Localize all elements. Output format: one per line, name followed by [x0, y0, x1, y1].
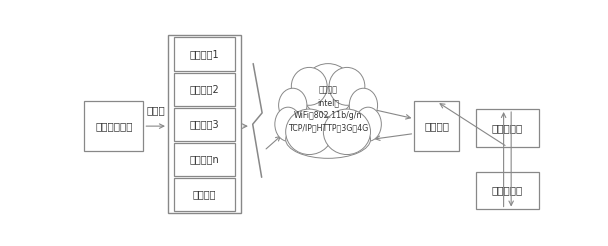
Text: 智能设备: 智能设备 [193, 189, 216, 200]
Ellipse shape [286, 121, 370, 158]
Text: 客户终灃3: 客户终灃3 [190, 119, 219, 129]
FancyBboxPatch shape [173, 178, 235, 211]
Text: 二维码: 二维码 [147, 105, 165, 115]
Text: 客户终灃n: 客户终灃n [190, 154, 219, 164]
Text: 订票系统: 订票系统 [424, 121, 449, 131]
FancyBboxPatch shape [414, 102, 459, 151]
FancyBboxPatch shape [85, 102, 143, 151]
Ellipse shape [329, 67, 365, 105]
FancyBboxPatch shape [173, 37, 235, 71]
FancyBboxPatch shape [475, 109, 539, 147]
Text: 票务服务器: 票务服务器 [492, 123, 523, 133]
FancyBboxPatch shape [173, 143, 235, 176]
Ellipse shape [302, 64, 354, 117]
FancyBboxPatch shape [173, 108, 235, 141]
Text: 通信模块
intel网
WiFi　802.11b/g/n
TCP/IP、HTTP、3G、4G: 通信模块 intel网 WiFi 802.11b/g/n TCP/IP、HTTP… [288, 86, 368, 132]
Ellipse shape [349, 88, 378, 122]
Text: 客户终灃2: 客户终灃2 [190, 84, 219, 94]
Text: 客户终灃1: 客户终灃1 [190, 49, 219, 59]
FancyBboxPatch shape [173, 73, 235, 106]
Text: 身份证数据库: 身份证数据库 [95, 121, 133, 131]
Ellipse shape [275, 107, 301, 141]
Ellipse shape [286, 109, 333, 154]
FancyBboxPatch shape [168, 35, 241, 213]
Ellipse shape [291, 67, 327, 105]
Ellipse shape [278, 88, 307, 122]
Text: 票务数据库: 票务数据库 [492, 185, 523, 196]
FancyBboxPatch shape [475, 172, 539, 210]
Ellipse shape [355, 107, 381, 141]
Ellipse shape [323, 109, 370, 154]
